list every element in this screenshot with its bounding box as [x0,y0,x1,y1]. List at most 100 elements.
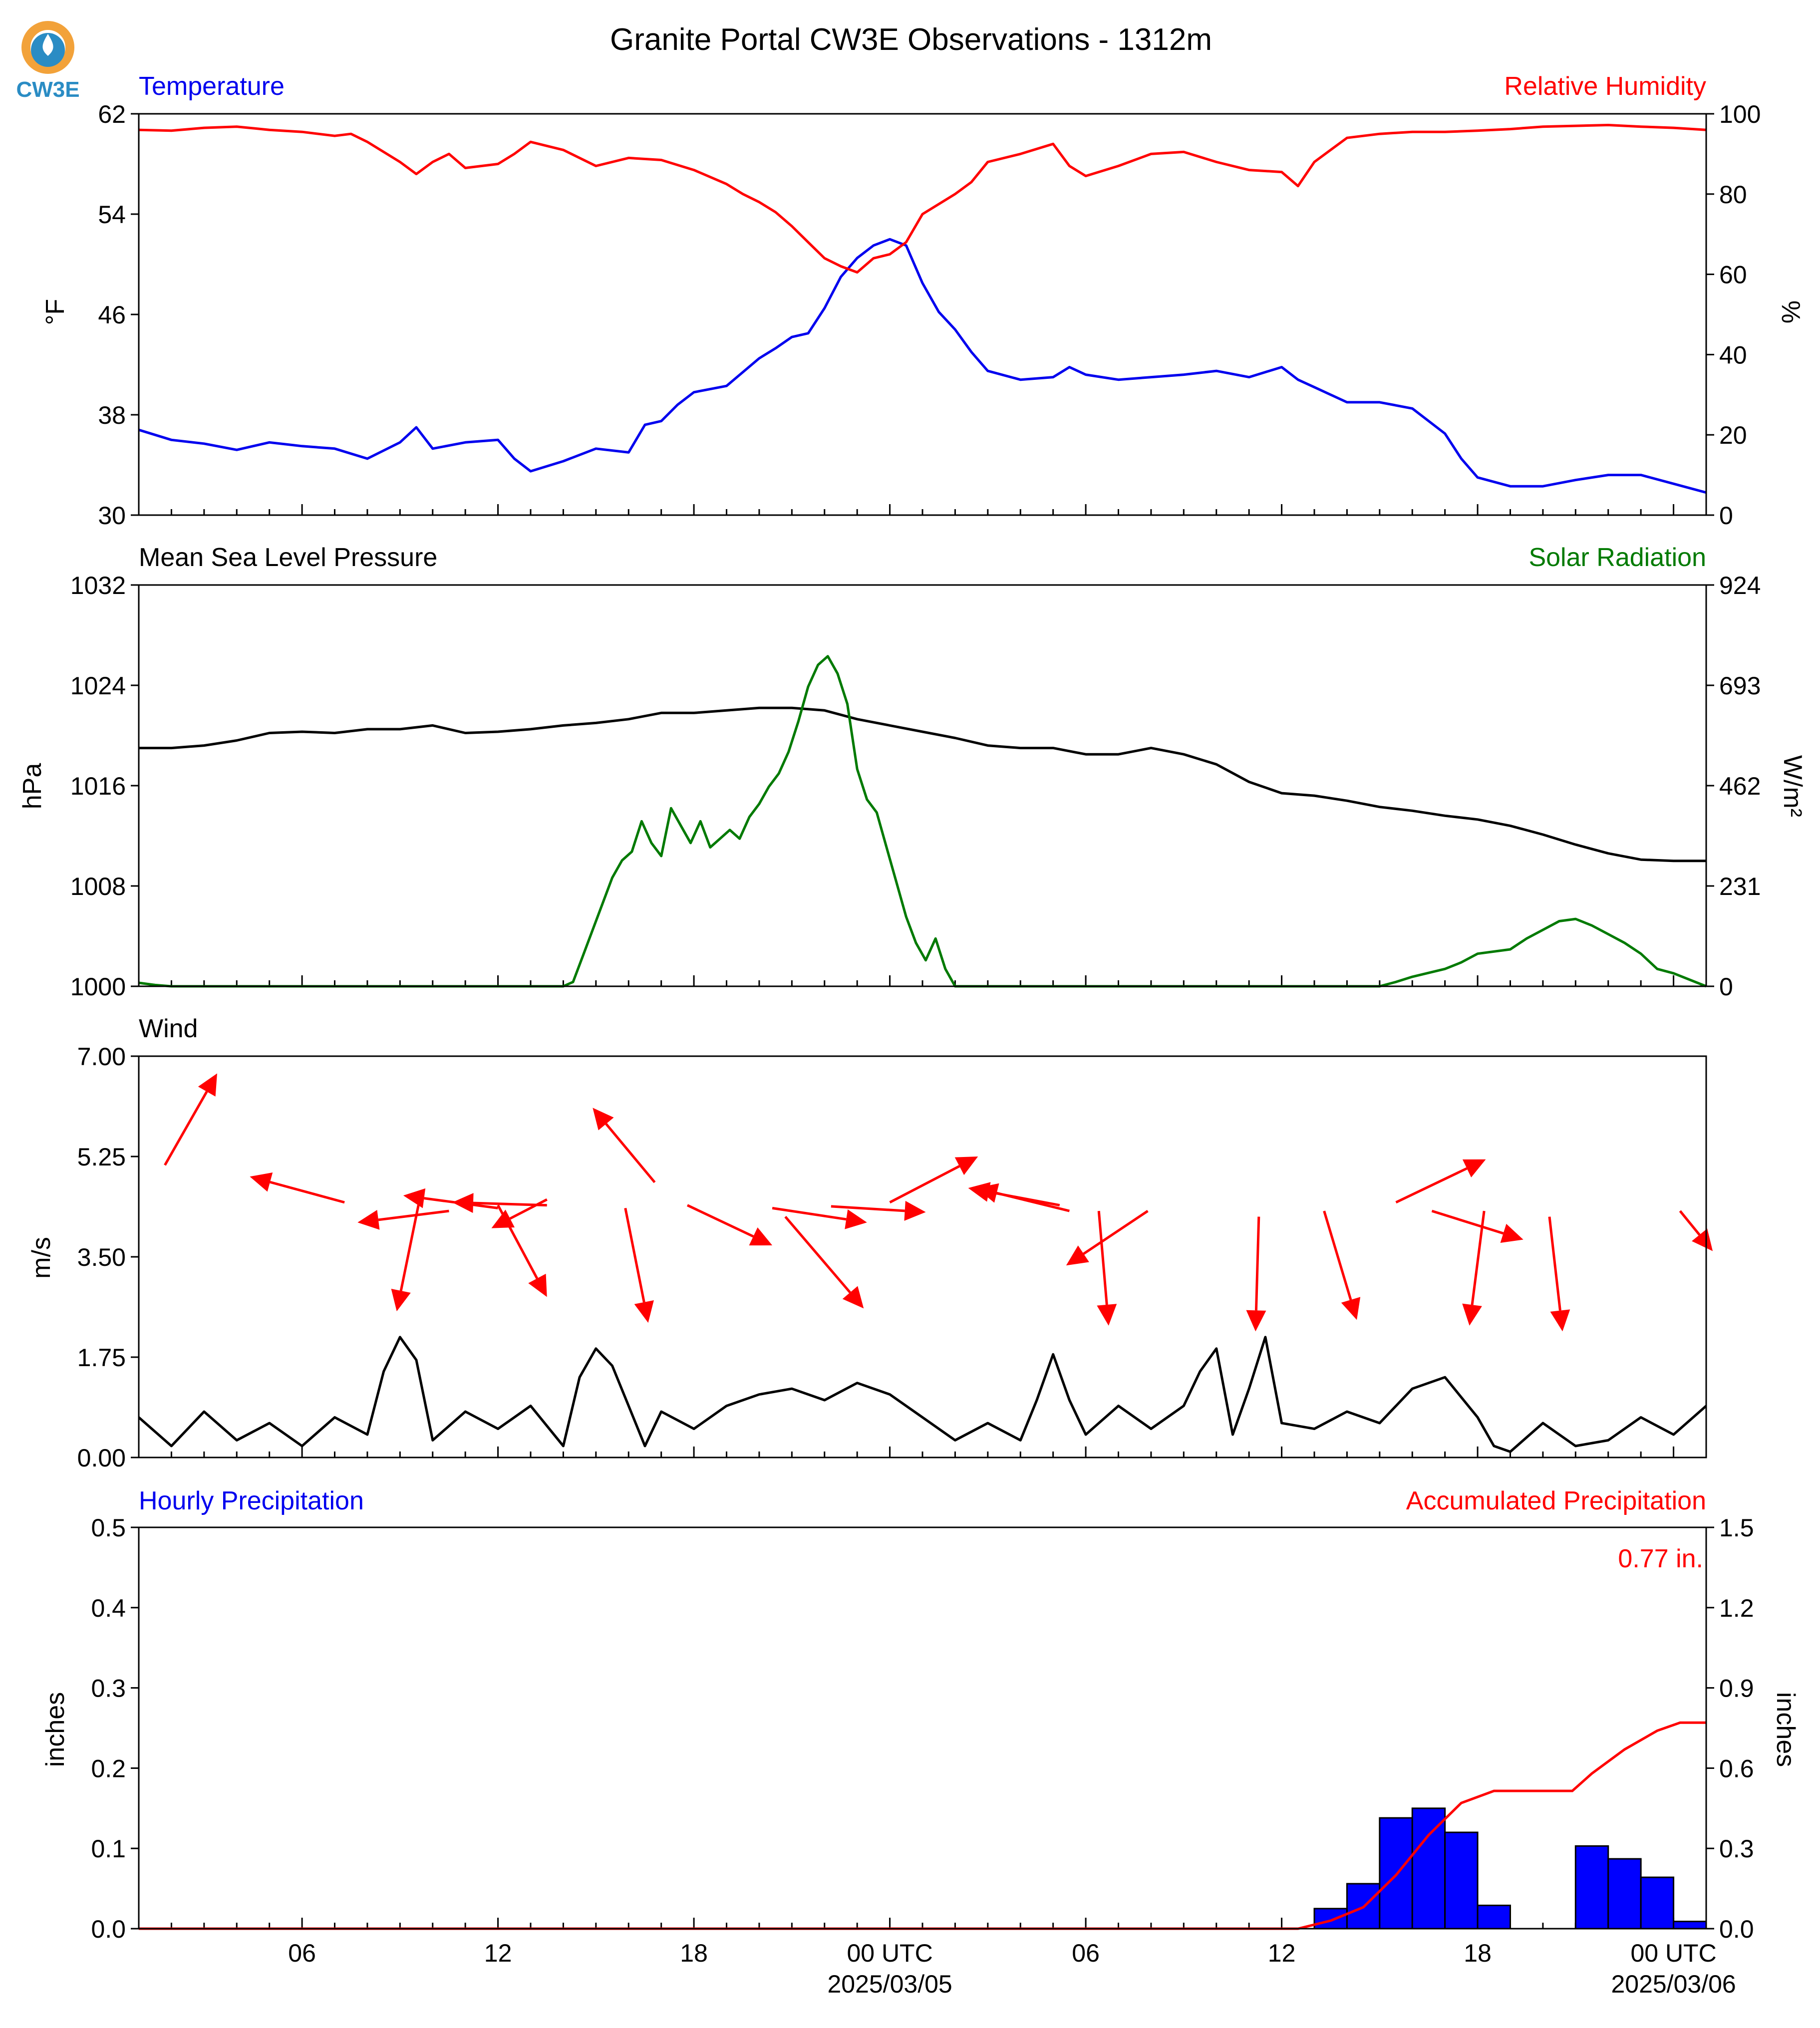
x-tick-label: 18 [1464,1939,1492,1967]
hourly-precip-label: Hourly Precipitation [139,1486,364,1515]
temperature-axis-label: °F [41,299,70,325]
accum-axis-label: inches [1771,1692,1800,1767]
y-tick-label: 1000 [70,973,126,1001]
y-tick-label: 0.0 [91,1915,126,1943]
panel-4-frame [138,1526,1707,1930]
y2-tick-label: 0.9 [1719,1675,1754,1703]
wind-arrow-head [593,1108,614,1131]
x-tick-label: 12 [1268,1939,1296,1967]
wind-arrow [250,1172,345,1204]
wind-arrow [784,1215,864,1309]
wind-arrow-shaft [831,1205,905,1212]
y-tick-label: 1.75 [77,1344,126,1372]
wind-arrow [889,1157,978,1204]
wind-arrow-shaft [509,1198,548,1220]
wind-arrow-shaft [1431,1209,1504,1235]
wind-arrow-shaft [164,1091,208,1166]
logo-text: CW3E [16,77,79,102]
wind-arrow [1066,1210,1149,1266]
wind-arrow [1679,1210,1713,1251]
y2-tick-label: 0.0 [1719,1915,1754,1943]
wind-arrow [772,1206,867,1229]
panel-precipitation: Hourly Precipitation Accumulated Precipi… [41,1486,1800,1943]
x-tick-label: 06 [288,1939,316,1967]
wind-arrow-shaft [1097,1210,1108,1305]
y2-tick-label: 20 [1719,421,1747,449]
wind-arrow-shaft [1679,1210,1701,1236]
wind-arrow-shaft [624,1207,645,1303]
logo-drop-icon [42,34,53,56]
y2-tick-label: 40 [1719,341,1747,369]
wind-arrow-head [1692,1228,1713,1251]
y-tick-label: 1032 [70,572,126,599]
precip-bar [1607,1858,1642,1930]
y-tick-label: 7.00 [77,1043,126,1071]
wind-arrow-head [634,1300,654,1323]
wind-label: Wind [139,1014,198,1043]
panel-1-frame [138,113,1707,516]
precip-bar [1673,1921,1707,1930]
y2-tick-label: 100 [1719,100,1761,128]
series-line-1-0 [139,706,1706,863]
y2-tick-label: 693 [1719,672,1761,700]
wind-arrow [686,1204,773,1246]
wind-arrow-head [976,1183,999,1203]
wind-arrow [1323,1210,1361,1320]
figure-title: Granite Portal CW3E Observations - 1312m [610,22,1212,57]
wind-arrow-shaft [1395,1167,1468,1204]
precip-axis-label: inches [41,1692,70,1767]
wind-arrow [831,1200,926,1221]
y-tick-label: 1016 [70,772,126,800]
y-tick-label: 0.4 [91,1594,126,1622]
y-tick-label: 46 [98,301,126,329]
wind-arrow-shaft [605,1123,656,1183]
y-tick-label: 30 [98,502,126,530]
wind-arrow-shaft [772,1206,847,1221]
precip-bar [1313,1908,1348,1930]
y-tick-label: 0.00 [77,1444,126,1472]
wind-arrow-shaft [399,1199,421,1291]
wind-arrow [976,1183,1070,1212]
wind-arrow-head [198,1073,217,1097]
wind-arrow [1431,1209,1523,1243]
x-date-label: 2025/03/05 [827,1970,952,1998]
wind-arrow [593,1108,656,1183]
panel-temperature-humidity: Temperature Relative Humidity 30 38 46 54 62… [41,72,1805,530]
wind-arrow-head [1246,1310,1266,1332]
wind-arrow-head [749,1227,773,1246]
y2-tick-label: 0.6 [1719,1754,1754,1782]
precip-bar [1640,1876,1675,1930]
precip-bar [1574,1845,1609,1930]
y-tick-label: 0.5 [91,1514,126,1542]
x-tick-label: 12 [484,1939,512,1967]
accumulated-precip-label: Accumulated Precipitation [1406,1486,1706,1515]
wind-arrow-head [452,1193,474,1213]
wind-arrow [624,1207,654,1323]
wind-arrow-head [954,1157,978,1175]
y-tick-label: 3.50 [77,1243,126,1271]
wind-axis-label: m/s [27,1237,56,1279]
wind-arrow [164,1073,217,1166]
wind-arrow [1548,1216,1570,1332]
wind-arrow-head [1097,1304,1117,1326]
series-line-0-0 [138,238,1707,494]
accumulated-precip-line [139,1721,1706,1930]
humidity-axis-label: % [1776,300,1805,323]
x-tick-label: 18 [680,1939,708,1967]
wind-arrow [1097,1210,1117,1326]
precip-bar [1411,1807,1446,1930]
y2-tick-label: 0.3 [1719,1835,1754,1863]
x-tick-label: 00 UTC [1630,1939,1716,1967]
wind-arrow-shaft [784,1215,851,1294]
wind-arrow-shaft [497,1204,539,1279]
y2-tick-label: 924 [1719,572,1761,599]
y-tick-label: 1008 [70,872,126,900]
solar-radiation-label: Solar Radiation [1528,543,1706,572]
pressure-axis-label: hPa [18,763,47,810]
precip-bar [1477,1904,1511,1930]
x-tick-label: 00 UTC [847,1939,932,1967]
y-tick-label: 1024 [70,672,126,700]
y2-tick-label: 1.5 [1719,1514,1754,1542]
wind-arrow [497,1204,547,1297]
